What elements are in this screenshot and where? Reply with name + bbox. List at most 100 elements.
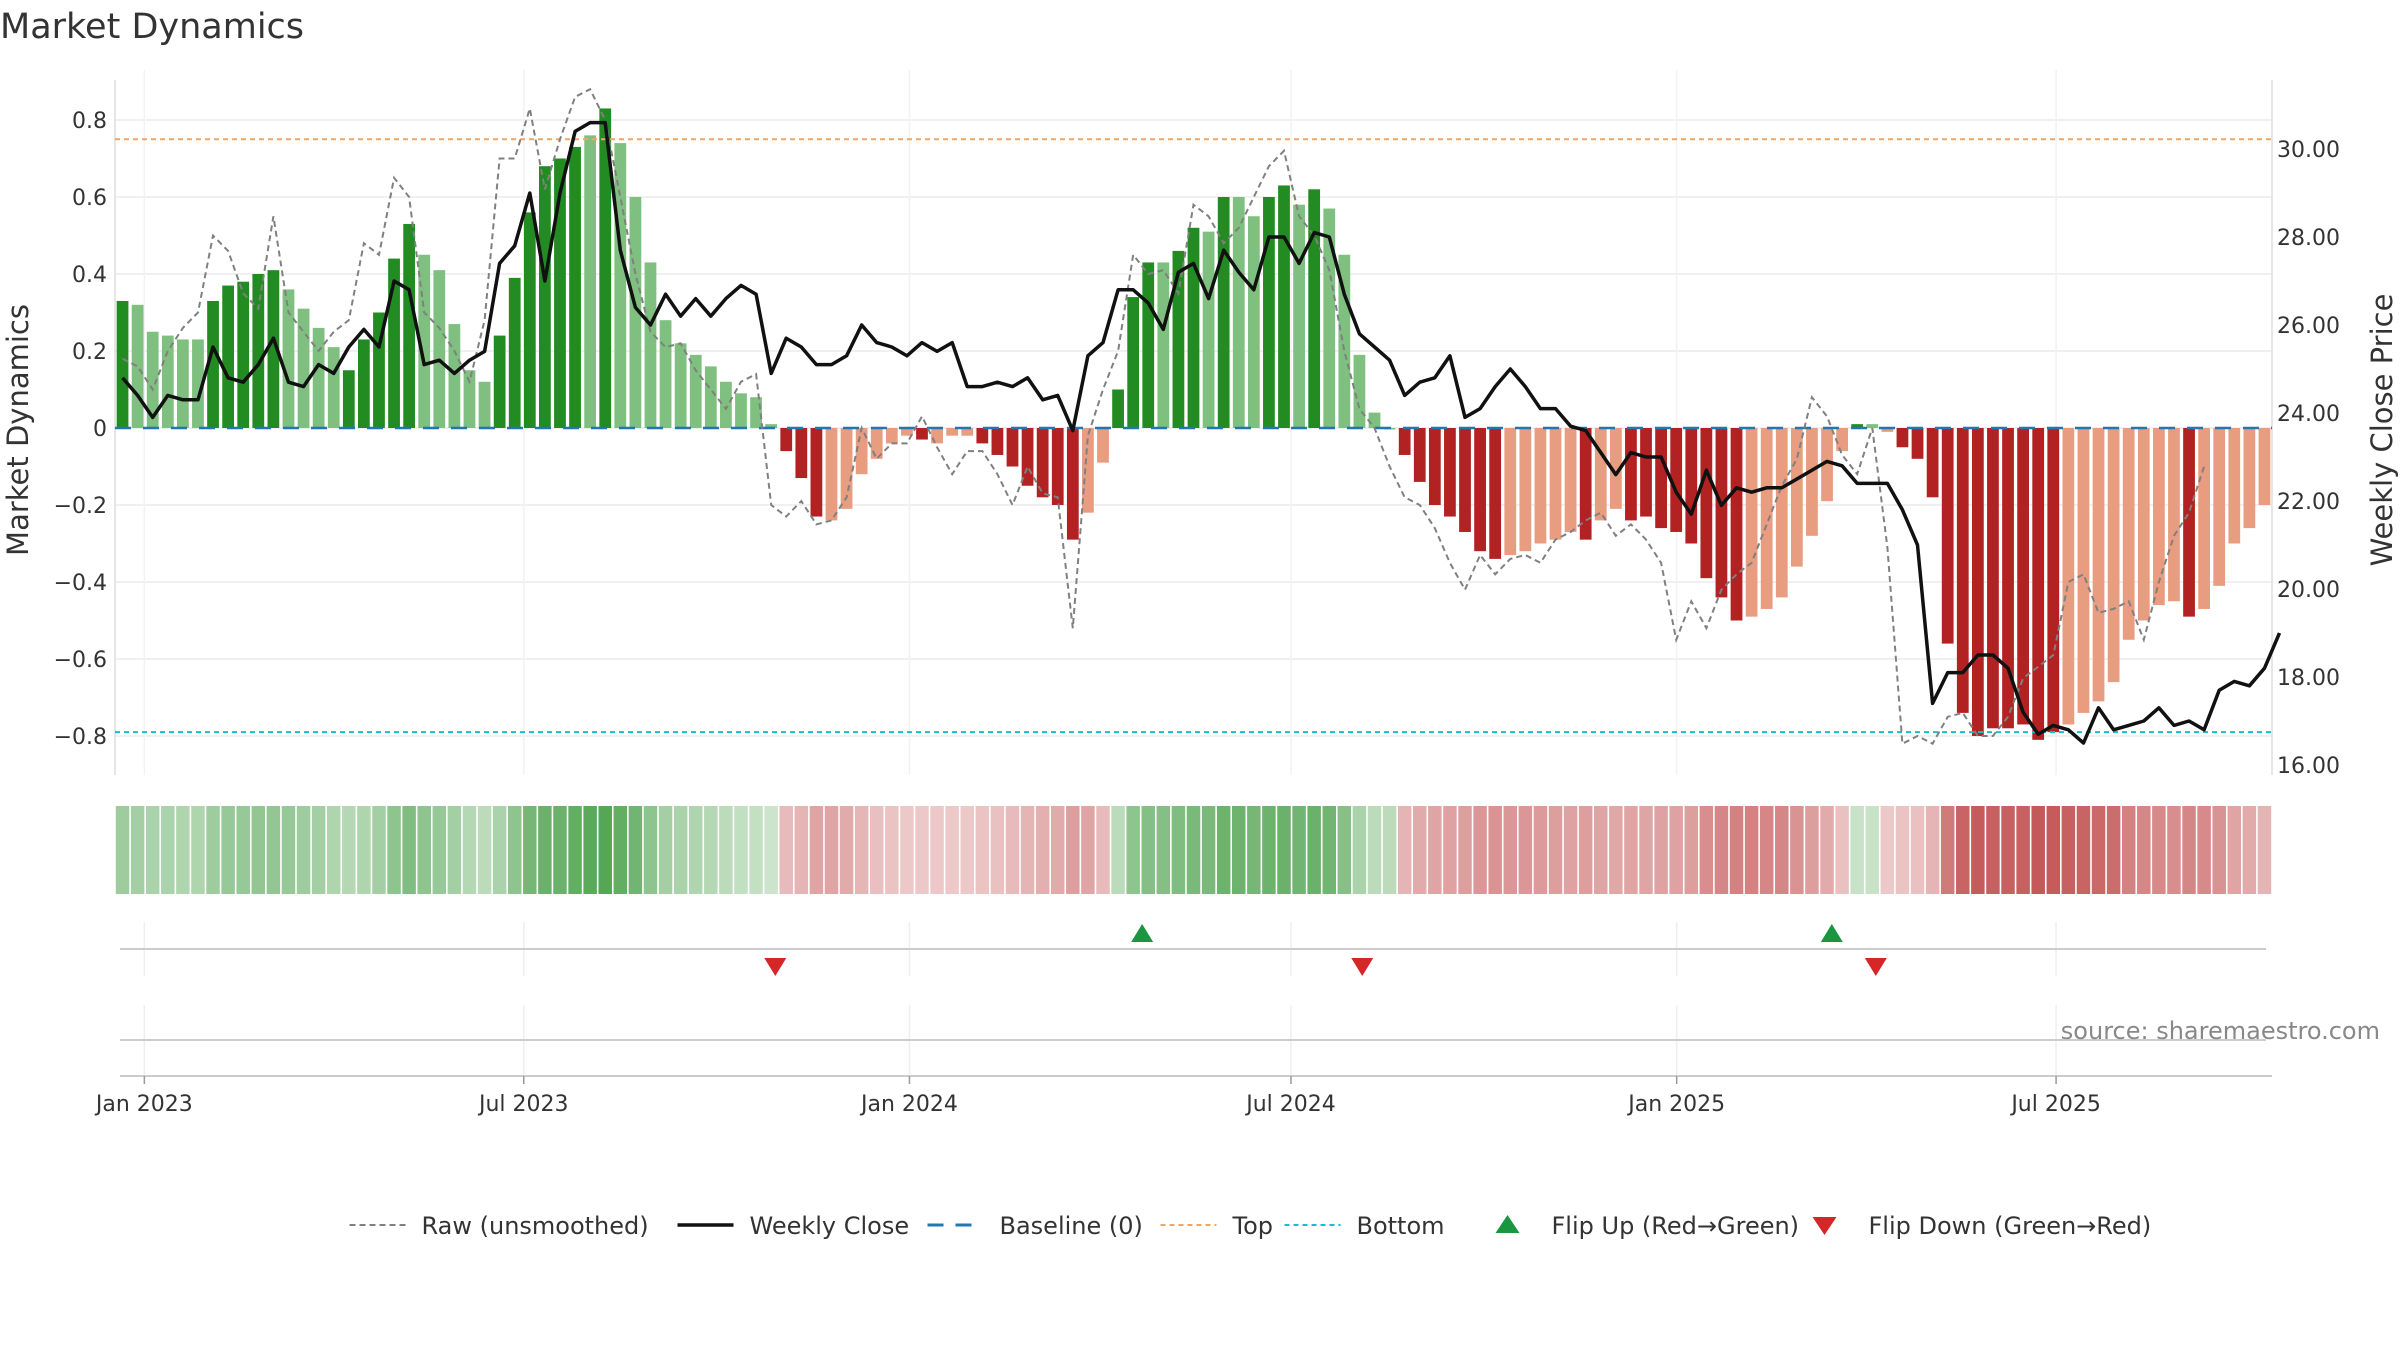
legend-label: Top (1232, 1212, 1274, 1240)
left-tick-label: 0.8 (72, 109, 107, 134)
right-tick-label: 28.00 (2277, 226, 2340, 251)
dynamics-bar (1836, 428, 1848, 452)
dynamics-bar (1926, 428, 1939, 498)
legend-swatch-flip-up (1495, 1215, 1520, 1233)
dynamics-bar (2077, 428, 2090, 713)
band-cell (2212, 806, 2226, 894)
band-cell (1714, 806, 1729, 894)
legend-item: Bottom (1284, 1212, 1445, 1240)
dynamics-bar (1775, 428, 1788, 598)
dynamics-bar (2062, 428, 2075, 725)
band-cell (1473, 806, 1487, 894)
dynamics-bar (1202, 231, 1215, 428)
band-cell (1292, 806, 1306, 894)
dynamics-bar (403, 223, 416, 428)
dynamics-bar (1066, 428, 1079, 540)
x-tick-label: Jul 2025 (2009, 1092, 2101, 1117)
dynamics-bar (2137, 428, 2150, 621)
band-cell (1865, 806, 1880, 894)
band-cell (1759, 806, 1774, 894)
band-cell (990, 806, 1005, 894)
x-tick-label: Jul 2023 (477, 1092, 569, 1117)
band-cell (2001, 806, 2015, 894)
dynamics-bar (1821, 428, 1833, 502)
band-cell (1322, 806, 1336, 894)
band-cell (1609, 806, 1623, 894)
band-cell (1020, 806, 1035, 894)
band-cell (2046, 806, 2061, 894)
weekly-close-line (121, 120, 2282, 745)
dynamics-bar (1866, 424, 1879, 428)
band-cell (2242, 806, 2257, 894)
dynamics-bar (1413, 428, 1426, 482)
dynamics-bar (870, 428, 883, 459)
dynamics-bar (1247, 216, 1260, 428)
dynamics-bar (1956, 428, 1969, 713)
dynamics-bar (704, 366, 717, 428)
band-cell (1186, 806, 1201, 894)
dynamics-bar (448, 324, 461, 428)
dynamics-bar (1398, 428, 1411, 455)
band-cell (1367, 806, 1382, 894)
dynamics-bar (569, 146, 581, 428)
dynamics-bar (825, 428, 838, 521)
band-cell (1971, 806, 1985, 894)
dynamics-bar (1036, 428, 1049, 498)
legend-label: Flip Down (Green→Red) (1869, 1212, 2152, 1240)
band-cell (1503, 806, 1518, 894)
band-cell (447, 806, 462, 894)
dynamics-bar (750, 397, 762, 428)
flip-down-marker (764, 958, 787, 976)
band-cell (1518, 806, 1533, 894)
band-cell (1790, 806, 1804, 894)
right-tick-label: 16.00 (2277, 754, 2340, 779)
right-tick-label: 22.00 (2277, 490, 2340, 515)
reference-lines (115, 138, 2272, 734)
dynamics-bar (1609, 428, 1622, 509)
dynamics-bar (1911, 428, 1924, 459)
band-cell (2257, 806, 2272, 894)
flip-markers-panel (120, 922, 2266, 976)
band-cell (2182, 806, 2196, 894)
band-cell (1654, 806, 1668, 894)
band-cell (1729, 806, 1744, 894)
dynamics-bar (1564, 428, 1577, 532)
dynamics-bar (1444, 428, 1456, 517)
band-cell (734, 806, 748, 894)
right-tick-label: 26.00 (2277, 314, 2340, 339)
legend-label: Weekly Close (750, 1212, 910, 1240)
band-cell (402, 806, 416, 894)
band-cell (1594, 806, 1608, 894)
band-cell (281, 806, 296, 894)
band-cell (1880, 806, 1895, 894)
band-cell (2197, 806, 2211, 894)
legend-item: Weekly Close (677, 1212, 910, 1240)
dynamics-bar (1157, 262, 1170, 428)
band-cell (1005, 806, 1020, 894)
dynamics-bar (1625, 428, 1637, 521)
dynamics-bar (1745, 428, 1758, 617)
left-tick-label: −0.2 (54, 494, 107, 519)
dynamics-bar (1097, 428, 1109, 463)
band-cell (583, 806, 597, 894)
band-cell (719, 806, 733, 894)
band-cell (236, 806, 250, 894)
band-cell (2121, 806, 2136, 894)
dynamics-bar (1187, 227, 1200, 428)
band-cell (2076, 806, 2091, 894)
band-cell (311, 806, 326, 894)
dynamics-bar (1338, 254, 1351, 428)
flip-down-marker (1864, 958, 1887, 976)
band-cell (221, 806, 235, 894)
band-cell (1051, 806, 1065, 894)
left-tick-label: 0.2 (72, 340, 107, 365)
right-axis: 30.00 28.00 26.00 24.00 22.00 20.00 18.00 16.00 (2277, 138, 2340, 779)
raw-unsmoothed-line (122, 87, 2206, 746)
dynamics-bar (2183, 428, 2195, 617)
x-tick-label: Jan 2024 (859, 1092, 958, 1117)
dynamics-bar (1263, 197, 1275, 428)
dynamics-bar (327, 347, 340, 428)
dynamics-bar (539, 166, 551, 428)
dynamics-bar (161, 335, 174, 428)
band-cell (809, 806, 824, 894)
